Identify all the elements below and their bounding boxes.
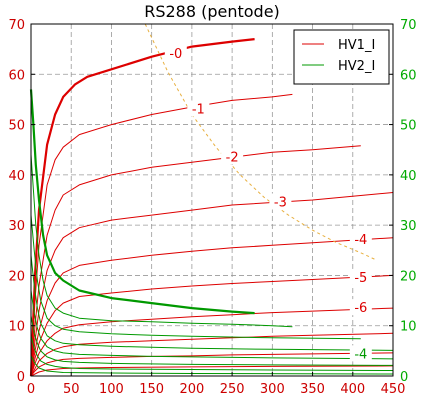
- x-tick-label: 100: [99, 382, 124, 397]
- curve-label-bg: [164, 45, 187, 62]
- x-tick-label: 250: [220, 382, 245, 397]
- curve-label-bg: [349, 268, 372, 285]
- y-tick-label-left: 60: [8, 68, 25, 83]
- curve-label-bg: [221, 148, 244, 165]
- x-tick-label: 200: [179, 382, 204, 397]
- series-line-load_line-18: [144, 23, 378, 261]
- curve-label-bg: [349, 299, 372, 316]
- curve-label-bg: [187, 100, 210, 117]
- curve-label: -3: [274, 196, 287, 211]
- y-tick-label-right: 50: [400, 119, 417, 134]
- series-line-hv1-2: [30, 145, 361, 377]
- y-tick-label-left: 20: [8, 269, 25, 284]
- y-tick-label-left: 50: [8, 119, 25, 134]
- legend: HV1_I HV2_I: [293, 29, 390, 85]
- curve-labels: -0 -1 -2 -3 -4 -5 -6 -4: [164, 45, 372, 362]
- series-layer: [29, 23, 394, 377]
- series-line-hv2-11: [30, 154, 293, 328]
- x-tick-label: 450: [381, 382, 406, 397]
- series-line-hv2-15: [30, 315, 394, 366]
- curve-label-bg: [349, 231, 372, 248]
- x-tick-label: 400: [340, 382, 365, 397]
- y-tick-label-right: 10: [400, 320, 417, 335]
- series-line-hv1-0: [29, 38, 255, 377]
- y-tick-label-left: 10: [8, 320, 25, 335]
- curve-label: -6: [354, 301, 367, 316]
- curve-label: -5: [354, 271, 367, 286]
- curve-label-bg: [269, 193, 292, 210]
- curve-label: -1: [192, 102, 205, 117]
- y-tick-label-right: 20: [400, 269, 417, 284]
- x-tick-label: 350: [300, 382, 325, 397]
- y-tick-label-right: 0: [400, 370, 408, 385]
- curve-label-bg: [349, 345, 372, 362]
- series-line-hv1-3: [30, 192, 394, 377]
- series-line-hv2-14: [30, 290, 394, 360]
- y-tick-label-right: 40: [400, 169, 417, 184]
- series-line-hv2-10: [29, 89, 255, 315]
- y-tick-label-right: 60: [400, 68, 417, 83]
- series-line-hv1-4: [30, 237, 394, 377]
- curve-label: -2: [226, 150, 239, 165]
- x-tick-label: 300: [260, 382, 285, 397]
- legend-label: HV1_I: [338, 38, 375, 53]
- curve-label: -4: [354, 233, 367, 248]
- y-tick-label-right: 30: [400, 219, 417, 234]
- plot-frame: [30, 23, 394, 377]
- x-tick-label: 150: [139, 382, 164, 397]
- y-tick-label-left: 40: [8, 169, 25, 184]
- series-line-hv1-1: [30, 93, 293, 377]
- series-line-hv2-16: [30, 335, 394, 371]
- chart-title: RS288 (pentode): [144, 2, 280, 21]
- series-line-hv2-17: [30, 355, 394, 375]
- series-line-hv1-8: [30, 352, 394, 377]
- x-tick-label: 0: [27, 382, 35, 397]
- legend-label: HV2_I: [338, 59, 375, 74]
- series-line-hv2-13: [30, 255, 394, 351]
- curve-label: -0: [169, 47, 182, 62]
- series-line-hv2-12: [30, 215, 361, 340]
- y-tick-label-right: 70: [400, 18, 417, 33]
- curve-label: -4: [354, 347, 367, 362]
- y-tick-label-left: 0: [17, 370, 25, 385]
- x-tick-label: 50: [63, 382, 80, 397]
- series-line-hv1-6: [30, 307, 394, 377]
- y-tick-label-left: 70: [8, 18, 25, 33]
- legend-box: [293, 29, 390, 85]
- series-line-hv1-9: [30, 365, 394, 377]
- y-tick-label-left: 30: [8, 219, 25, 234]
